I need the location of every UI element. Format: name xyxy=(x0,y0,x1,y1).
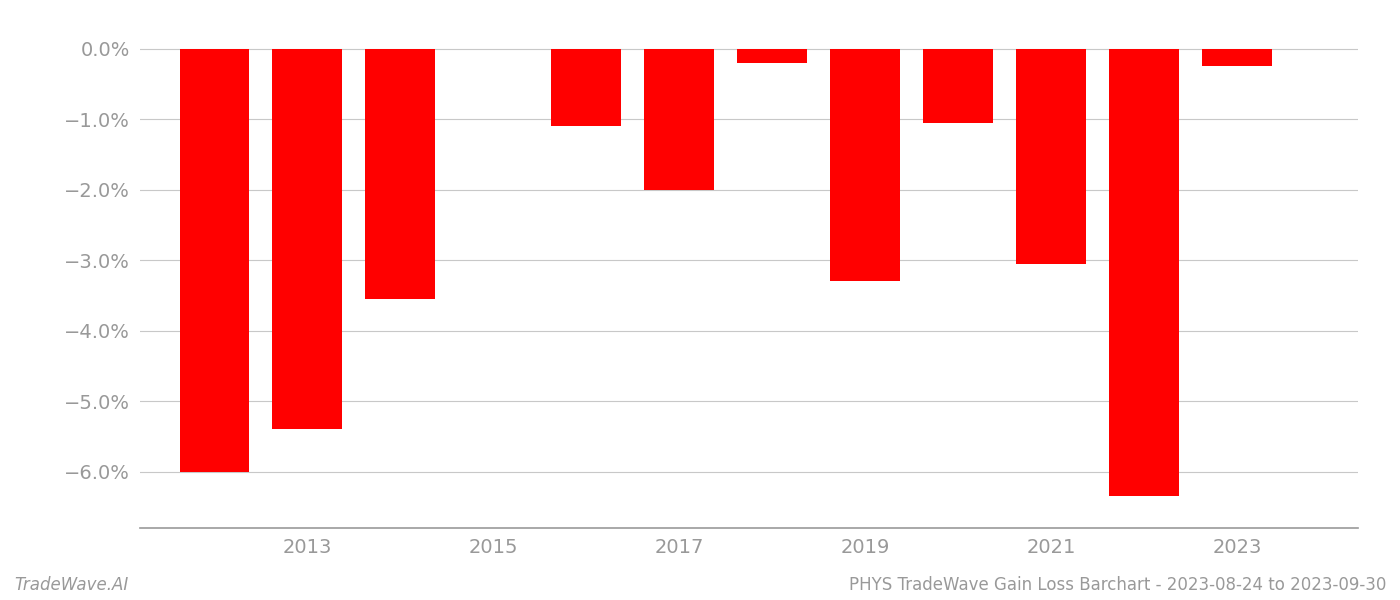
Text: TradeWave.AI: TradeWave.AI xyxy=(14,576,129,594)
Bar xyxy=(552,49,622,126)
Bar xyxy=(1109,49,1179,496)
Bar xyxy=(1203,49,1273,66)
Bar xyxy=(644,49,714,190)
Bar xyxy=(273,49,342,430)
Bar xyxy=(830,49,900,281)
Bar xyxy=(365,49,435,299)
Text: PHYS TradeWave Gain Loss Barchart - 2023-08-24 to 2023-09-30: PHYS TradeWave Gain Loss Barchart - 2023… xyxy=(848,576,1386,594)
Bar xyxy=(738,49,808,63)
Bar xyxy=(924,49,993,122)
Bar xyxy=(1016,49,1086,263)
Bar xyxy=(179,49,249,472)
